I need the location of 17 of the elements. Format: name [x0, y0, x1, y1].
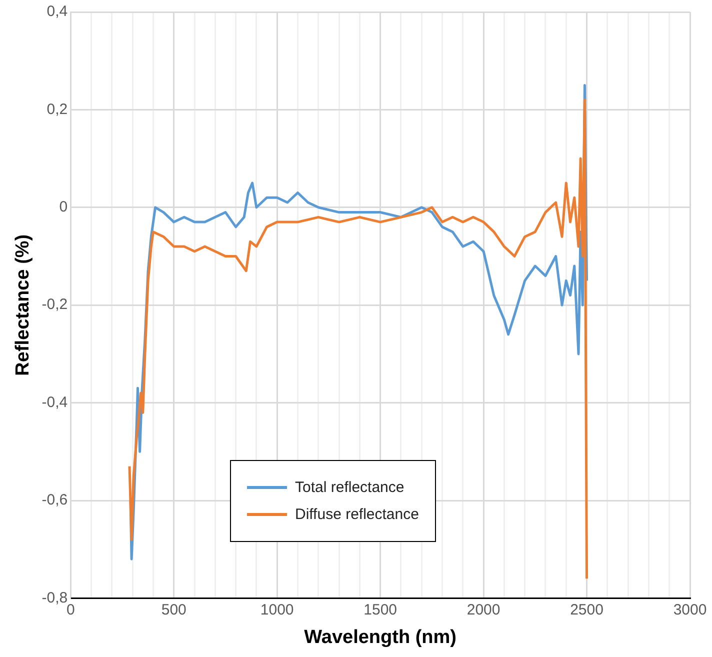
y-tick-label: -0,8	[42, 589, 68, 606]
y-tick-label: -0,4	[42, 394, 68, 411]
x-tick-label: 1500	[364, 601, 398, 618]
y-tick-label: -0,6	[42, 492, 68, 509]
x-tick-label: 500	[161, 601, 186, 618]
x-tick-label: 2500	[570, 601, 604, 618]
x-axis-title: Wavelength (nm)	[304, 626, 457, 648]
y-tick-label: 0,4	[46, 3, 68, 20]
y-tick-label: 0	[59, 198, 68, 216]
x-tick-label: 1000	[260, 601, 294, 618]
legend-label: Diffuse reflectance	[295, 506, 419, 523]
x-tick-label: 2000	[466, 601, 500, 618]
y-tick-label: 0,2	[46, 100, 68, 118]
x-tick-label: 3000	[673, 601, 707, 618]
legend-label: Total reflectance	[295, 479, 404, 496]
y-tick-label: -0,2	[42, 296, 68, 314]
y-axis-title: Reflectance (%)	[12, 234, 34, 376]
